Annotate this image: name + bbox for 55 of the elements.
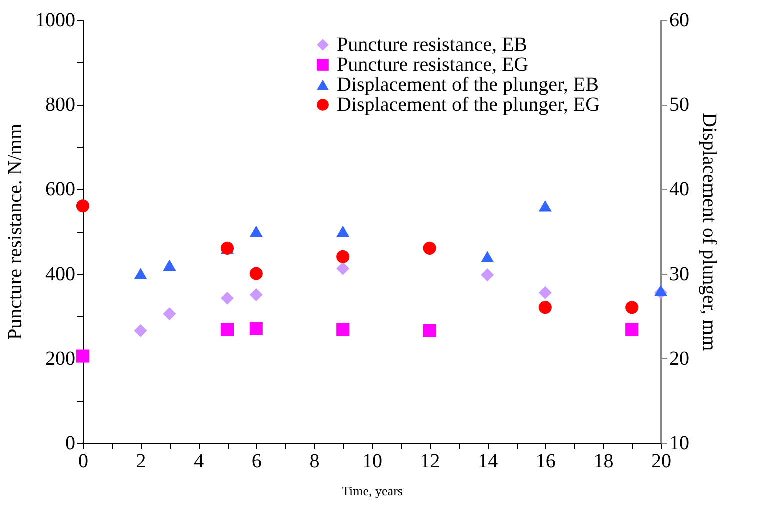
point	[336, 250, 350, 264]
legend-label: Puncture resistance, EG	[337, 54, 529, 76]
point	[481, 268, 494, 282]
point	[76, 350, 90, 363]
point	[423, 324, 436, 338]
point	[538, 200, 552, 212]
x-tick-label: 12	[420, 450, 440, 472]
y2-axis-title: Displacement of plunger, mm	[698, 112, 720, 352]
x-tick-label: 4	[194, 450, 204, 472]
y2-tick-label: 60	[670, 10, 690, 32]
x-axis-title: Time, years	[342, 484, 403, 498]
point	[538, 286, 552, 300]
point	[163, 307, 176, 321]
point	[134, 324, 148, 338]
point	[336, 262, 350, 276]
y-tick-label: 800	[46, 94, 76, 116]
point	[220, 292, 234, 305]
point	[220, 323, 234, 336]
legend-label: Displacement of the plunger, EG	[337, 94, 600, 116]
y-tick-label: 0	[66, 432, 76, 454]
y-tick-label: 400	[46, 263, 76, 286]
y2-tick-label: 10	[670, 432, 690, 454]
x-tick-label: 2	[136, 450, 146, 472]
legend-label: Puncture resistance, EB	[337, 34, 528, 56]
x-tick-label: 6	[252, 450, 262, 472]
y2-tick-label: 30	[670, 263, 690, 286]
point	[626, 323, 639, 336]
x-tick-label: 18	[594, 450, 614, 472]
point	[626, 301, 639, 314]
y-tick-label: 600	[46, 178, 76, 201]
point	[538, 301, 552, 314]
point	[76, 200, 90, 213]
point	[423, 242, 436, 255]
point	[163, 260, 176, 271]
x-tick-label: 14	[478, 450, 498, 472]
y-tick-label: 1000	[36, 10, 76, 32]
point	[250, 226, 263, 238]
x-tick-label: 16	[536, 450, 556, 472]
y2-tick-label: 40	[670, 178, 690, 201]
point	[134, 268, 148, 280]
point	[481, 251, 494, 263]
x-tick-label: 8	[310, 450, 320, 472]
y2-tick-label: 20	[670, 348, 690, 370]
point	[250, 288, 263, 302]
point	[336, 226, 350, 238]
x-tick-label: 10	[362, 450, 382, 472]
legend-label: Displacement of the plunger, EB	[337, 74, 599, 96]
y-tick-label: 200	[46, 348, 76, 370]
y2-tick-label: 50	[670, 94, 690, 116]
x-tick-label: 20	[652, 450, 672, 472]
point	[250, 322, 263, 336]
y-axis-title: Puncture resistance. N/mm	[4, 124, 26, 340]
point	[336, 323, 350, 336]
point	[250, 267, 263, 280]
point	[654, 285, 668, 296]
